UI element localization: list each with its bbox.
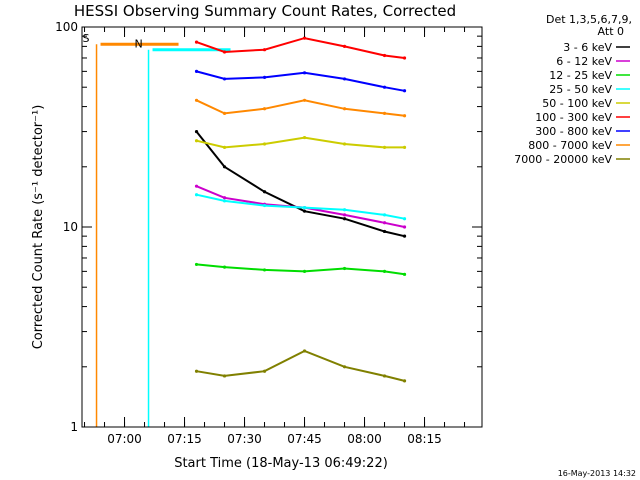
series-point-5-0: [194, 40, 199, 44]
y-tick-label: 10: [63, 220, 78, 234]
series-point-0-2: [262, 190, 267, 194]
timestamp: 16-May-2013 14:32: [558, 469, 636, 478]
series-point-2-6: [402, 272, 407, 276]
series-point-4-3: [302, 135, 307, 140]
legend-label-2: 12 - 25 keV: [549, 69, 612, 82]
x-tick-label: 08:00: [347, 432, 382, 446]
x-tick-label: 07:15: [167, 432, 202, 446]
series-point-8-0: [194, 369, 199, 373]
y-tick-label: 1: [70, 420, 78, 434]
series-line-5: [196, 37, 405, 59]
series-line-4: [196, 136, 405, 149]
series-point-5-2: [262, 48, 267, 52]
series-point-5-5: [382, 53, 387, 58]
series-point-7-4: [342, 107, 347, 111]
series-point-5-6: [402, 56, 407, 60]
series-point-3-4: [342, 208, 347, 212]
series-point-3-6: [402, 217, 407, 221]
series-point-0-4: [342, 217, 347, 221]
series-point-6-5: [382, 85, 387, 89]
series-point-4-1: [222, 145, 227, 150]
plot-frame: [81, 26, 483, 428]
axis-ticks: 1 10 100 07:00 07:15 07:30 07:45 08:00 08:15: [55, 20, 482, 446]
series-point-2-1: [222, 265, 227, 269]
series-point-4-5: [382, 145, 387, 150]
series-point-3-2: [262, 203, 267, 208]
series-point-4-6: [402, 145, 407, 150]
series-point-5-1: [222, 50, 227, 54]
series-point-7-3: [302, 98, 307, 102]
y-tick-label: 100: [55, 20, 78, 34]
series-point-1-5: [382, 221, 387, 225]
legend-label-6: 300 - 800 keV: [535, 125, 612, 138]
series-point-7-0: [194, 98, 199, 102]
series-point-6-2: [262, 75, 267, 79]
series-point-1-4: [342, 213, 347, 217]
legend-label-4: 50 - 100 keV: [542, 97, 612, 110]
series-point-1-1: [222, 196, 227, 200]
series-point-0-1: [222, 165, 227, 169]
legend-label-5: 100 - 300 keV: [535, 111, 612, 124]
series-point-8-5: [382, 374, 387, 378]
series-point-0-0: [194, 129, 199, 134]
series-point-0-6: [402, 234, 407, 238]
series-point-6-0: [194, 69, 199, 73]
series-point-3-5: [382, 213, 387, 217]
series-point-2-3: [302, 269, 307, 273]
series-point-8-2: [262, 369, 267, 373]
series-point-2-2: [262, 268, 267, 272]
marker-label-n: N: [135, 38, 143, 51]
series-point-7-5: [382, 111, 387, 115]
series-point-7-2: [262, 107, 267, 111]
series-point-1-0: [194, 184, 199, 188]
series-point-3-0: [194, 193, 199, 197]
series-point-3-1: [222, 199, 227, 203]
x-axis-label: Start Time (18-May-13 06:49:22): [174, 456, 388, 471]
x-tick-label: 08:15: [407, 432, 442, 446]
series-point-1-6: [402, 225, 407, 229]
series-point-6-4: [342, 77, 347, 81]
x-tick-label: 07:00: [107, 432, 142, 446]
series-point-8-3: [302, 349, 307, 353]
series-line-6: [196, 70, 405, 92]
x-tick-label: 07:45: [287, 432, 322, 446]
series-point-4-4: [342, 142, 347, 146]
series-point-3-3: [302, 206, 307, 210]
chart-title: HESSI Observing Summary Count Rates, Cor…: [74, 2, 456, 20]
x-tick-label: 07:30: [227, 432, 262, 446]
series-point-8-6: [402, 379, 407, 383]
y-axis-label: Corrected Count Rate (s⁻¹ detector⁻¹): [31, 105, 46, 350]
series-point-0-3: [302, 209, 307, 213]
legend-header-line-2: Att 0: [598, 25, 624, 38]
marker-label-s: S: [83, 32, 90, 45]
legend-label-7: 800 - 7000 keV: [528, 139, 612, 152]
series-point-7-6: [402, 114, 407, 118]
series-line-7: [196, 99, 405, 117]
legend-label-8: 7000 - 20000 keV: [514, 153, 612, 166]
legend-label-1: 6 - 12 keV: [556, 55, 612, 68]
series-line-2: [196, 263, 405, 276]
series-point-8-4: [342, 365, 347, 369]
series-line-8: [196, 349, 405, 382]
series-point-2-0: [194, 262, 199, 267]
series-point-6-1: [222, 77, 227, 81]
series-point-6-6: [402, 89, 407, 93]
series-point-8-1: [222, 374, 227, 378]
series-point-2-5: [382, 269, 387, 273]
legend-label-3: 25 - 50 keV: [549, 83, 612, 96]
series-point-5-3: [302, 36, 307, 40]
series-point-2-4: [342, 266, 347, 271]
legend-label-0: 3 - 6 keV: [563, 41, 612, 54]
series-point-4-0: [194, 139, 199, 143]
series-point-6-3: [302, 71, 307, 75]
legend-header-line-1: Det 1,3,5,6,7,9,: [546, 13, 632, 26]
series-point-0-5: [382, 229, 387, 234]
series-point-7-1: [222, 111, 227, 115]
series-point-4-2: [262, 142, 267, 146]
series-point-5-4: [342, 44, 347, 48]
